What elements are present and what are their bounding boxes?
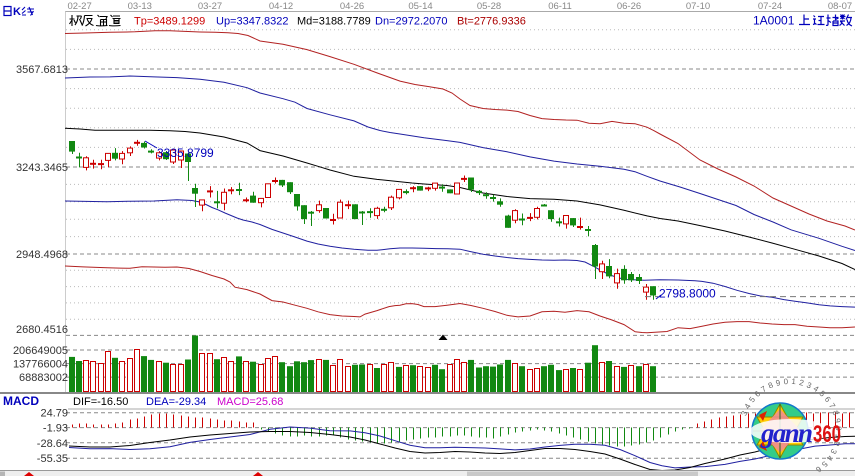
svg-text:K: K <box>13 6 21 18</box>
svg-text:3243.3465: 3243.3465 <box>16 162 68 174</box>
svg-text:9: 9 <box>775 378 782 388</box>
svg-text:5: 5 <box>747 395 757 405</box>
svg-text:0: 0 <box>834 426 843 431</box>
svg-text:04-12: 04-12 <box>269 1 293 12</box>
svg-text:05-28: 05-28 <box>477 1 501 12</box>
svg-text:1: 1 <box>791 377 797 386</box>
svg-text:7: 7 <box>827 402 837 411</box>
svg-text:3335.8799: 3335.8799 <box>157 146 214 160</box>
svg-text:1: 1 <box>833 433 843 439</box>
svg-text:4: 4 <box>743 402 753 411</box>
svg-text:360: 360 <box>813 421 841 448</box>
svg-text:DEA=-29.34: DEA=-29.34 <box>146 396 206 408</box>
svg-text:-55.35: -55.35 <box>37 453 68 465</box>
svg-text:68883002: 68883002 <box>19 372 68 384</box>
svg-text:9: 9 <box>833 418 843 425</box>
svg-text:-28.64: -28.64 <box>37 438 68 450</box>
svg-text:0: 0 <box>783 377 789 386</box>
svg-text:DIF=-16.50: DIF=-16.50 <box>73 396 128 408</box>
svg-text:2: 2 <box>798 378 805 388</box>
svg-text:2680.4516: 2680.4516 <box>16 324 68 336</box>
svg-text:07-10: 07-10 <box>686 1 710 12</box>
svg-text:3: 3 <box>739 409 749 417</box>
svg-text:03-13: 03-13 <box>128 1 152 12</box>
svg-text:MACD: MACD <box>3 394 39 408</box>
svg-text:Tp=3489.1299: Tp=3489.1299 <box>134 16 205 28</box>
svg-text:2948.4968: 2948.4968 <box>16 249 68 261</box>
svg-text:8: 8 <box>830 409 840 417</box>
svg-text:Bt=2776.9336: Bt=2776.9336 <box>457 16 526 28</box>
svg-text:206649005: 206649005 <box>13 345 68 357</box>
svg-text:6: 6 <box>753 389 763 399</box>
svg-text:3: 3 <box>828 447 838 455</box>
svg-text:1A0001: 1A0001 <box>753 14 795 28</box>
svg-text:5: 5 <box>818 389 828 399</box>
svg-text:-1.93: -1.93 <box>43 423 68 435</box>
svg-text:Up=3347.8322: Up=3347.8322 <box>216 16 288 28</box>
svg-text:gann: gann <box>760 418 813 448</box>
svg-text:05-14: 05-14 <box>408 1 432 12</box>
svg-text:04-26: 04-26 <box>340 1 364 12</box>
svg-text:02-27: 02-27 <box>67 1 91 12</box>
svg-text:3567.6813: 3567.6813 <box>16 64 68 76</box>
svg-text:03-27: 03-27 <box>198 1 222 12</box>
svg-text:Md=3188.7789: Md=3188.7789 <box>297 16 371 28</box>
svg-text:08-07: 08-07 <box>828 1 852 12</box>
svg-text:8: 8 <box>767 380 775 390</box>
svg-text:24.79: 24.79 <box>40 408 68 420</box>
svg-text:6: 6 <box>823 395 833 405</box>
svg-text:3: 3 <box>805 380 813 390</box>
svg-text:07-24: 07-24 <box>758 1 782 12</box>
svg-text:137766004: 137766004 <box>13 359 68 371</box>
svg-text:7: 7 <box>759 384 768 394</box>
svg-text:4: 4 <box>812 384 821 394</box>
svg-text:Dn=2972.2070: Dn=2972.2070 <box>375 16 447 28</box>
svg-text:6: 6 <box>814 464 823 474</box>
svg-text:MACD=25.68: MACD=25.68 <box>217 396 283 408</box>
svg-text:06-11: 06-11 <box>548 1 572 12</box>
svg-text:5: 5 <box>819 459 829 469</box>
svg-text:4: 4 <box>824 454 834 463</box>
svg-text:06-26: 06-26 <box>617 1 641 12</box>
svg-text:2798.8000: 2798.8000 <box>659 287 716 301</box>
svg-text:2: 2 <box>831 440 841 447</box>
